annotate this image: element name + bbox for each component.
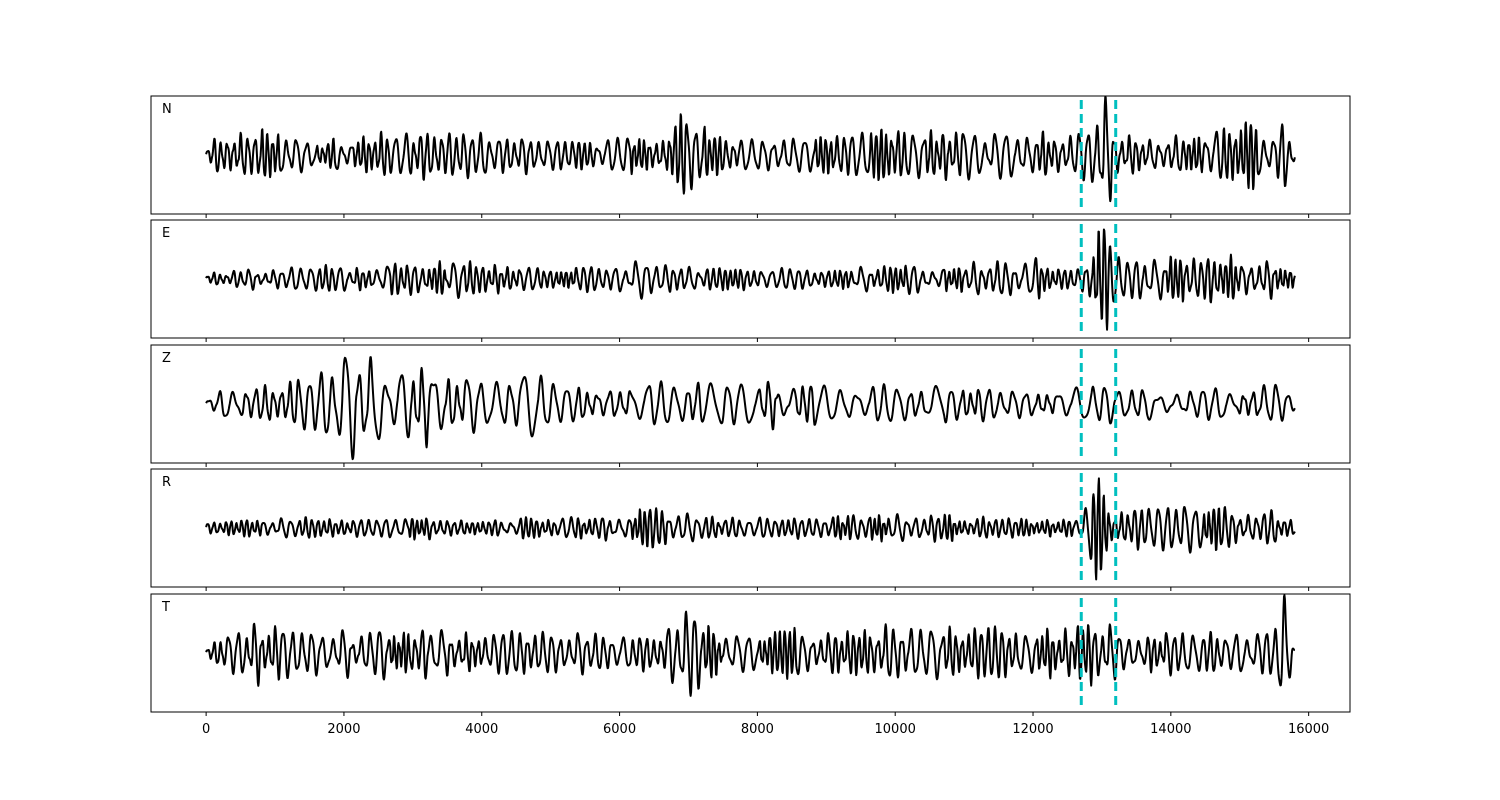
x-tick-label: 4000 [465,722,498,737]
x-tick-label: 10000 [875,722,916,737]
panel-label-z: Z [162,351,171,366]
panel-label-e: E [162,226,170,241]
panel-label-r: R [162,475,171,490]
panel-frame [150,593,1351,713]
panel-label-n: N [162,102,172,117]
panel-frame [150,219,1351,339]
waveform-z [205,356,1296,461]
waveform-e [205,228,1296,331]
x-tick-label: 2000 [327,722,360,737]
panel-label-t: T [161,600,170,615]
waveform-n [205,96,1296,203]
x-tick-label: 8000 [741,722,774,737]
panel-z: Z [150,344,1351,467]
panel-e: E [150,219,1351,342]
panel-frame [150,95,1351,215]
panel-r: R [150,468,1351,591]
x-tick-label: 6000 [603,722,636,737]
waveform-t [205,594,1296,697]
panel-frame [150,344,1351,464]
x-tick-label: 16000 [1288,722,1329,737]
waveform-r [205,477,1296,581]
panel-t: T 0 2000 4000 6000 8000 10000 12000 14000 16000 [150,593,1351,737]
x-tick-label: 14000 [1150,722,1191,737]
panel-frame [150,468,1351,588]
x-tick-label: 0 [202,722,210,737]
x-tick-label: 12000 [1012,722,1053,737]
panel-n: N [150,95,1351,218]
